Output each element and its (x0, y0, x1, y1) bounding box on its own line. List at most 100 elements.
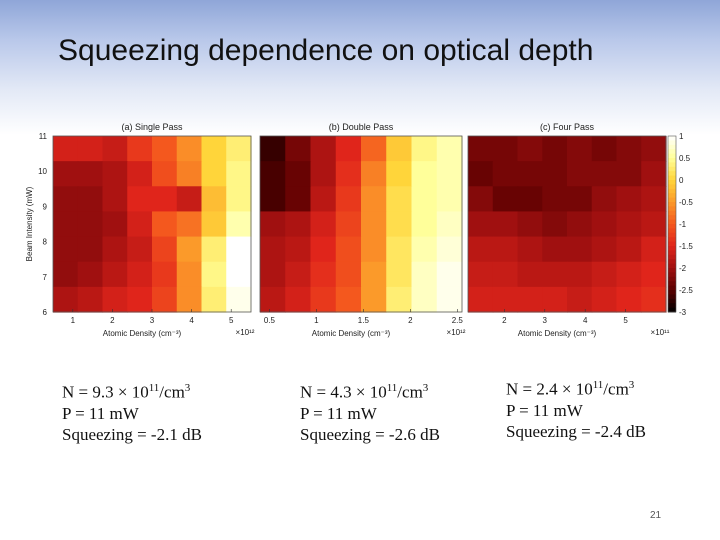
heatmap-cell (616, 211, 642, 238)
heatmap-cell (386, 161, 413, 187)
colorbar-segment (668, 149, 676, 155)
heatmap-cell (468, 136, 494, 162)
heatmap-cell (361, 186, 387, 213)
x-axis-label: Atomic Density (cm⁻³) (103, 329, 182, 338)
x-tick-label: 4 (189, 316, 194, 325)
heatmap-cell (285, 286, 312, 313)
colorbar-segment (668, 188, 676, 194)
heatmap-cell (152, 261, 178, 288)
heatmap-cell (411, 136, 438, 162)
heatmap-cell (260, 161, 286, 187)
colorbar-segment (668, 259, 676, 265)
density-value-double-pass: N = 4.3 × 1011/cm3 (300, 382, 429, 402)
squeezing-value-single-pass: Squeezing = -2.1 dB (62, 424, 202, 444)
params-single-pass: N = 9.3 × 1011/cm3 P = 11 mW Squeezing =… (62, 378, 202, 445)
panel-1: (a) Single Pass 1 2 3 4 5 Atomic Density (cm⁻³… (52, 122, 255, 338)
heatmap-cell (176, 261, 203, 288)
heatmap-cell (310, 136, 337, 162)
heatmap-cell (176, 136, 203, 162)
heatmap-cell (386, 261, 413, 288)
heatmap-cell (53, 211, 79, 238)
heatmap-cell (436, 286, 463, 313)
heatmap-cell (411, 186, 438, 213)
colorbar-segment (668, 153, 676, 159)
heatmap-cell (285, 236, 312, 263)
heatmap-cell (361, 286, 387, 313)
heatmap-cell (127, 261, 153, 288)
heatmap-cell (310, 286, 337, 313)
heatmap-cell (616, 261, 642, 288)
heatmap-cell (411, 161, 438, 187)
colorbar-tick-label: -1 (679, 220, 687, 229)
heatmap-cell (361, 136, 387, 162)
heatmap-cell (567, 261, 593, 288)
heatmap-cell (616, 236, 642, 263)
colorbar-segment (668, 272, 676, 278)
plot-frame (259, 135, 463, 313)
x-tick-label: 3 (543, 316, 548, 325)
colorbar-segment (668, 228, 676, 234)
slide-title: Squeezing dependence on optical depth (58, 34, 594, 67)
heatmap-cell (542, 211, 568, 238)
colorbar-segment (668, 294, 676, 300)
heatmap-cell (102, 186, 128, 213)
heatmap-cell (468, 261, 494, 288)
colorbar-frame (667, 135, 677, 313)
heatmap-cell (201, 161, 227, 187)
heatmap-cell (386, 136, 413, 162)
power-value-four-pass: P = 11 mW (506, 400, 583, 420)
x-tick-label: 2 (110, 316, 115, 325)
heatmap-cell (436, 261, 463, 288)
y-tick-label: 7 (43, 273, 48, 282)
x-axis-exponent: ×10¹² (447, 328, 466, 337)
heatmap-cell (641, 236, 667, 263)
heatmap-cell (517, 211, 543, 238)
heatmap-cell (468, 286, 494, 313)
colorbar-tick-label: 0 (679, 176, 684, 185)
panel-2: (b) Double Pass 0.5 1 1.5 2 2.5 Atomic Density… (259, 122, 466, 338)
heatmap-cell (386, 186, 413, 213)
panel-title: (a) Single Pass (121, 122, 183, 132)
heatmap-cell (567, 136, 593, 162)
heatmap-cell (77, 161, 104, 187)
heatmap-cell (260, 186, 286, 213)
colorbar-segment (668, 136, 676, 141)
plot-frame (467, 135, 667, 313)
heatmap-cell (517, 186, 543, 213)
heatmap-cell (386, 236, 413, 263)
heatmap-cell (176, 211, 203, 238)
heatmap-cell (616, 186, 642, 213)
heatmap-cell (468, 161, 494, 187)
heatmap-cell (201, 261, 227, 288)
heatmap-cell (152, 161, 178, 187)
heatmap-cell (152, 236, 178, 263)
heatmap-cell (517, 261, 543, 288)
y-tick-label: 11 (39, 132, 48, 141)
heatmap-cell (53, 136, 79, 162)
heatmap-cell (201, 236, 227, 263)
heatmap-cell (492, 136, 519, 162)
heatmap-cell (492, 186, 519, 213)
heatmap-cell (436, 136, 463, 162)
heatmap-cell (335, 236, 362, 263)
colorbar-segment (668, 263, 676, 269)
colorbar-segment (668, 162, 676, 168)
colorbar-segment (668, 303, 676, 309)
heatmap-cell (102, 161, 128, 187)
heatmap-cell (436, 161, 463, 187)
heatmap-cell (641, 211, 667, 238)
heatmap-cell (411, 211, 438, 238)
colorbar-tick-label: -2 (679, 264, 687, 273)
heatmap-cell (411, 286, 438, 313)
heatmap-cell (77, 186, 104, 213)
heatmap-cell (436, 236, 463, 263)
colorbar-segment (668, 285, 676, 291)
heatmap-cell (492, 261, 519, 288)
power-value-single-pass: P = 11 mW (62, 403, 139, 423)
heatmap-cell (436, 211, 463, 238)
heatmap-cell (567, 286, 593, 313)
heatmap-cell (492, 161, 519, 187)
heatmap-cell (176, 236, 203, 263)
heatmap-cell (127, 161, 153, 187)
heatmap-cell (335, 211, 362, 238)
